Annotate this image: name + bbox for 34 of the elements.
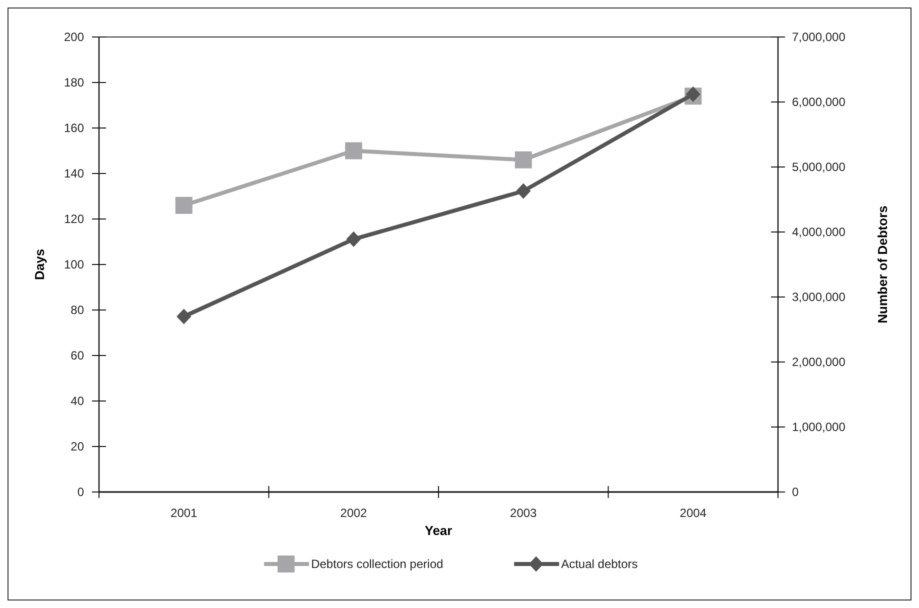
point [516, 183, 531, 199]
y2-tick-label: 6,000,000 [792, 95, 846, 110]
y-tick-label: 40 [70, 394, 84, 408]
legend-label: Debtors collection period [311, 557, 444, 572]
y-tick-label: 120 [64, 212, 84, 226]
x-tick-label: 2003 [510, 506, 538, 520]
y-tick-label: 200 [64, 30, 84, 44]
y-tick-label: 100 [64, 258, 84, 272]
y2-axis-title: Number of Debtors [875, 206, 890, 324]
x-axis-title: Year [424, 523, 452, 538]
point [514, 151, 532, 168]
y-tick-label: 80 [70, 303, 84, 318]
y2-tick-label: 3,000,000 [792, 290, 846, 304]
point [176, 308, 192, 324]
y2-tick-label: 1,000,000 [792, 420, 846, 434]
y-axis-title: Days [32, 248, 47, 280]
point [346, 231, 361, 247]
y2-tick-label: 4,000,000 [792, 225, 846, 240]
legend-label: Actual debtors [561, 557, 638, 572]
x-tick-label: 2004 [680, 506, 707, 520]
y2-tick-label: 2,000,000 [792, 355, 846, 370]
y2-tick-label: 0 [792, 485, 799, 500]
x-tick-label: 2002 [340, 506, 368, 520]
y-tick-label: 60 [70, 348, 84, 363]
y-tick-label: 140 [64, 166, 84, 181]
y-tick-label: 160 [64, 121, 84, 136]
y-tick-label: 180 [64, 76, 84, 90]
x-tick-label: 2001 [170, 506, 198, 520]
y2-tick-label: 5,000,000 [792, 160, 846, 174]
y-tick-label: 20 [70, 440, 84, 454]
point [345, 142, 362, 160]
y-tick-label: 0 [77, 485, 84, 500]
point [175, 196, 192, 214]
y2-tick-label: 7,000,000 [792, 30, 846, 44]
